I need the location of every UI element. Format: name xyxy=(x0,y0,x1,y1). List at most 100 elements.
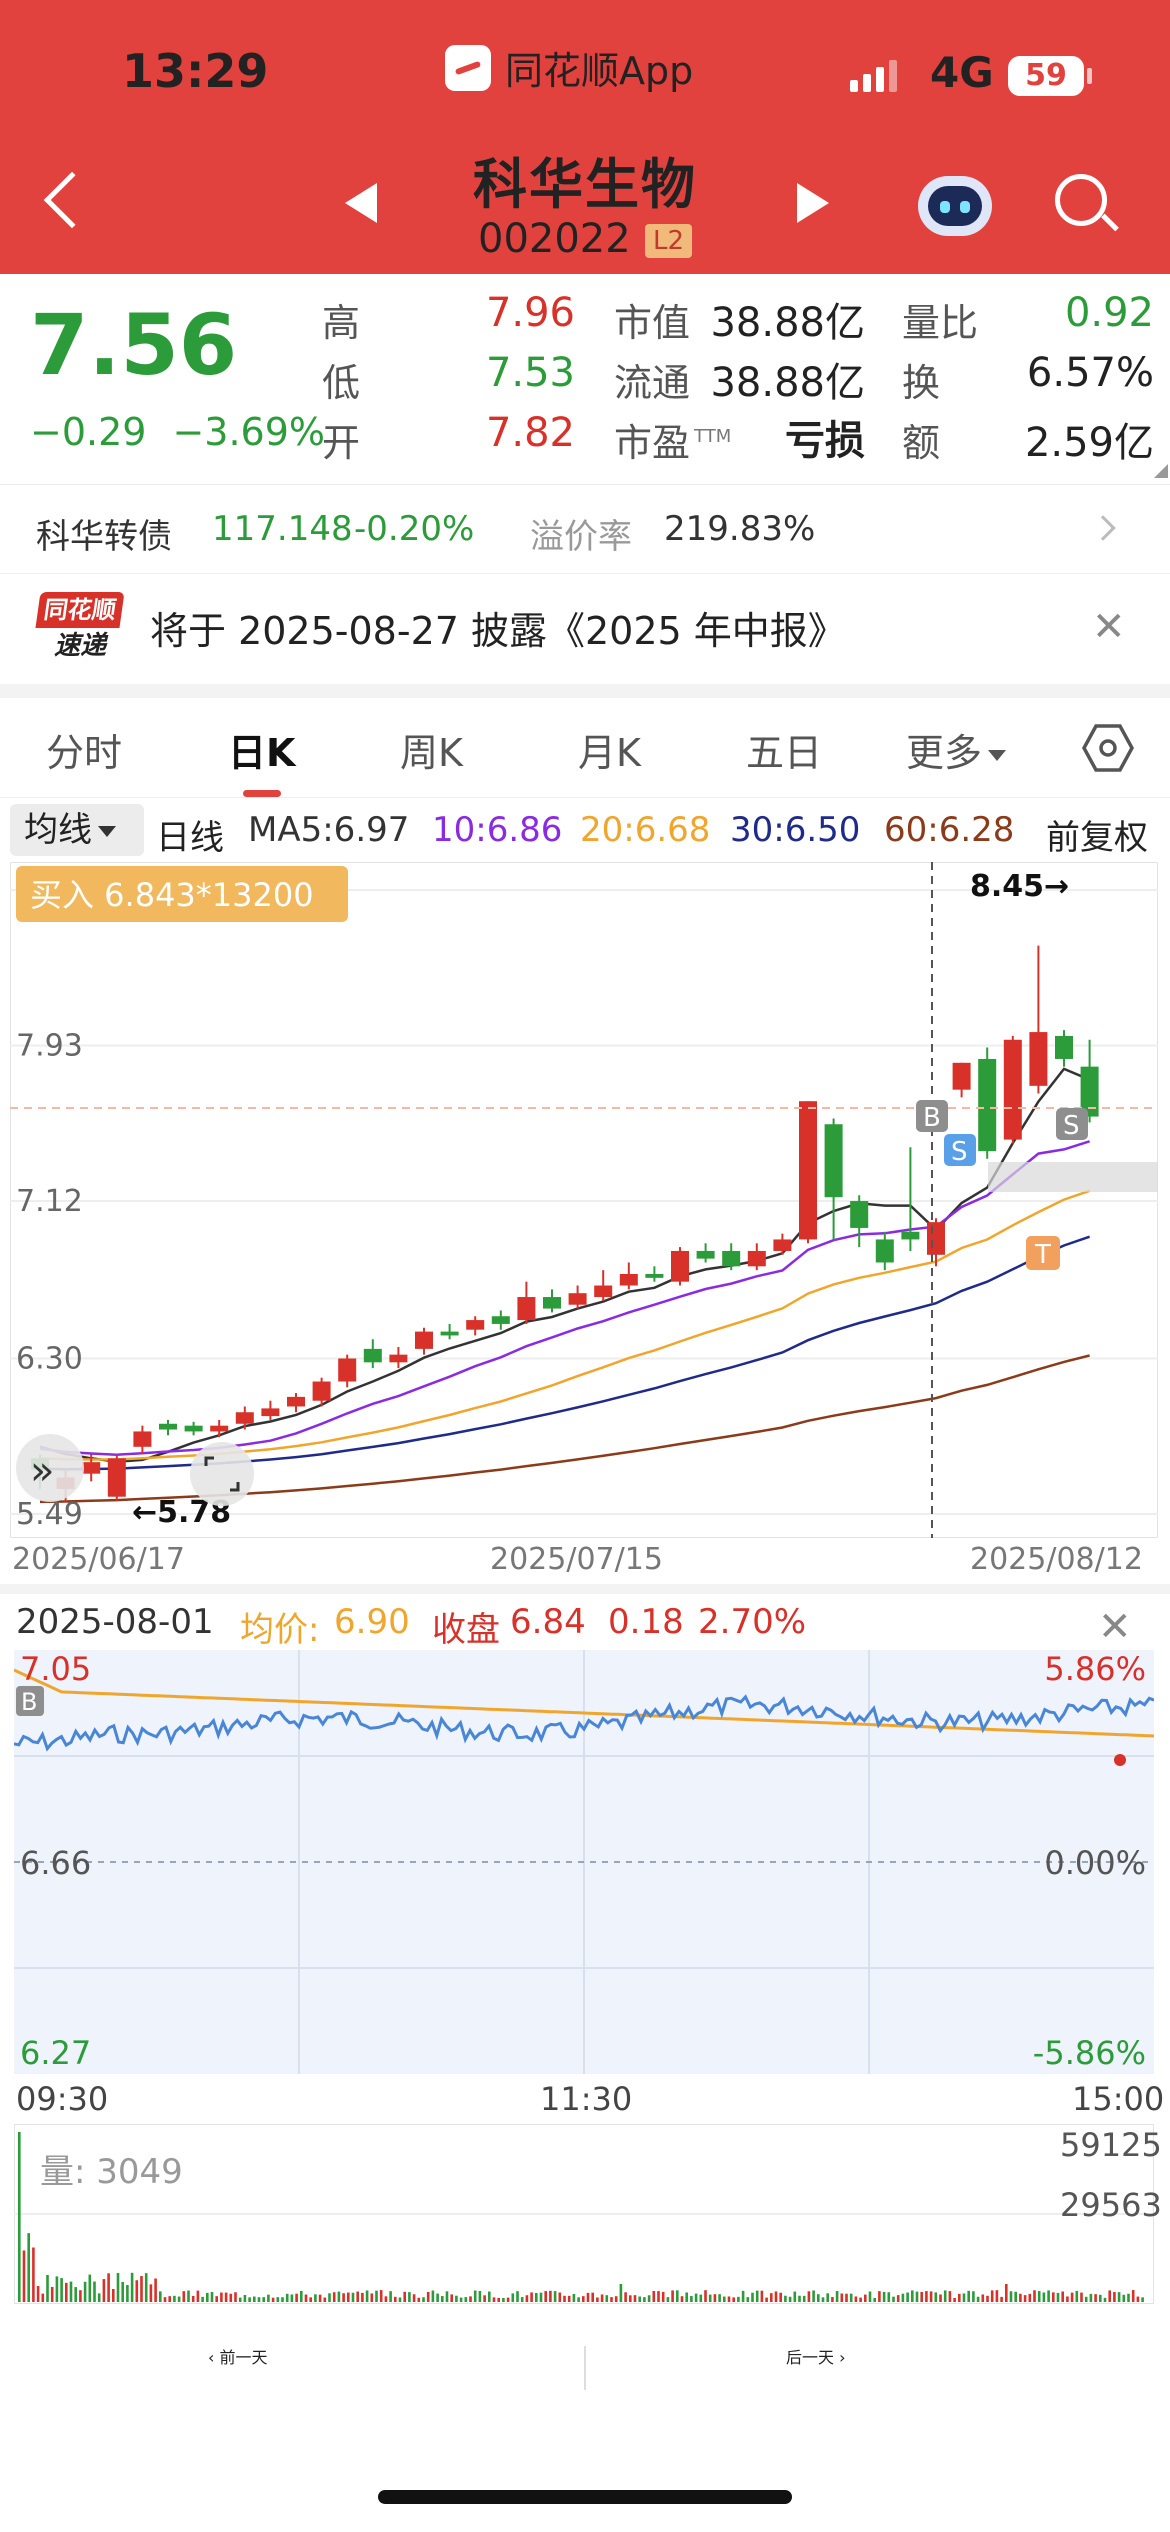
candle[interactable] xyxy=(747,1243,766,1271)
volume-bar xyxy=(1047,2290,1050,2302)
candle-body xyxy=(799,1101,817,1240)
ma5-line xyxy=(39,1067,1091,1463)
marker-t[interactable]: T xyxy=(1026,1236,1060,1270)
candle[interactable] xyxy=(952,1062,971,1098)
ma-selector[interactable]: 均线 xyxy=(10,804,144,856)
volume-bar xyxy=(563,2295,566,2302)
volume-bar xyxy=(812,2290,815,2302)
candle[interactable] xyxy=(312,1377,331,1407)
expand-quote-icon[interactable] xyxy=(1154,464,1168,478)
candle[interactable] xyxy=(1055,1030,1073,1067)
candle[interactable] xyxy=(824,1118,843,1240)
level2-badge[interactable]: L2 xyxy=(645,224,693,258)
candle[interactable] xyxy=(107,1454,126,1501)
trade-tag-bg[interactable] xyxy=(16,866,348,922)
intraday-chart[interactable]: 7.05 6.66 6.27 5.86% 0.00% -5.86% B xyxy=(14,1650,1154,2074)
candle[interactable] xyxy=(594,1270,613,1301)
prev-day-button[interactable]: ‹ 前一天 xyxy=(208,2344,268,2368)
collapse-panel-icon[interactable]: » xyxy=(16,1434,84,1502)
candle[interactable] xyxy=(159,1419,177,1436)
candle-body xyxy=(568,1293,587,1305)
next-day-button[interactable]: 后一天 › xyxy=(786,2344,846,2368)
candle[interactable] xyxy=(568,1285,587,1309)
status-app-indicator[interactable]: 同花顺App xyxy=(445,40,693,95)
candle[interactable] xyxy=(261,1400,280,1420)
candle[interactable] xyxy=(338,1354,357,1388)
candle[interactable] xyxy=(1003,1035,1022,1144)
volume-bar xyxy=(840,2293,844,2302)
candle[interactable] xyxy=(978,1047,997,1159)
marker-s1[interactable]: S xyxy=(944,1134,976,1167)
volume-bar xyxy=(864,2294,867,2302)
tab-daily-k[interactable]: 日K xyxy=(228,731,296,775)
close-icon[interactable]: ✕ xyxy=(1098,1604,1132,1650)
volume-bar xyxy=(238,2297,242,2302)
prev-stock-icon[interactable] xyxy=(345,183,377,223)
candle[interactable] xyxy=(389,1346,408,1369)
volume-bar xyxy=(107,2273,110,2302)
candle[interactable] xyxy=(850,1195,869,1248)
volume-bar xyxy=(741,2290,745,2302)
marker-s2[interactable]: S xyxy=(1056,1108,1088,1141)
candle[interactable] xyxy=(543,1289,561,1313)
candle-body xyxy=(184,1425,203,1432)
fullscreen-icon[interactable] xyxy=(190,1442,254,1506)
news-text[interactable]: 将于 2025-08-27 披露《2025 年中报》 xyxy=(150,609,846,653)
volume-bar xyxy=(168,2296,171,2302)
candle[interactable] xyxy=(415,1327,433,1355)
candle[interactable] xyxy=(875,1231,894,1271)
volume-bar xyxy=(1103,2297,1107,2302)
convertible-bond-row[interactable]: 科华转债 117.148 -0.20% 溢价率 219.83% xyxy=(0,484,1170,574)
assistant-robot-icon[interactable] xyxy=(918,176,992,236)
volume-bar xyxy=(708,2294,712,2302)
candle[interactable] xyxy=(491,1310,510,1330)
candle-body xyxy=(671,1250,689,1282)
adjust-mode[interactable]: 前复权 xyxy=(1046,818,1148,858)
candle[interactable] xyxy=(1029,945,1048,1094)
close-icon[interactable]: ✕ xyxy=(1092,604,1126,650)
volume-bar xyxy=(130,2272,134,2302)
candle[interactable] xyxy=(440,1323,459,1340)
candle[interactable] xyxy=(466,1316,485,1336)
volume-bar xyxy=(600,2294,604,2302)
tab-monthly-k[interactable]: 月K xyxy=(578,731,641,775)
volume-bar xyxy=(55,2276,59,2302)
tab-more[interactable]: 更多 xyxy=(906,722,1007,777)
candle[interactable] xyxy=(235,1406,254,1430)
candle[interactable] xyxy=(722,1243,741,1271)
volume-chart[interactable] xyxy=(14,2124,1154,2304)
candle[interactable] xyxy=(287,1393,305,1413)
candle[interactable] xyxy=(696,1243,715,1263)
ma60-value: 60:6.28 xyxy=(884,810,1015,850)
volume-bar xyxy=(140,2276,143,2302)
candle[interactable] xyxy=(645,1266,664,1282)
marker-b-intraday[interactable]: B xyxy=(16,1686,44,1716)
candle[interactable] xyxy=(799,1101,817,1244)
volume-bar xyxy=(1108,2290,1111,2302)
candle[interactable] xyxy=(82,1454,101,1482)
tab-five-day[interactable]: 五日 xyxy=(746,731,823,775)
candle[interactable] xyxy=(619,1262,638,1290)
candle[interactable] xyxy=(517,1281,536,1324)
volume-ratio-label: 量比 xyxy=(902,301,979,345)
candle[interactable] xyxy=(210,1419,229,1438)
tab-weekly-k[interactable]: 周K xyxy=(400,731,463,775)
candle[interactable] xyxy=(671,1247,689,1286)
candle[interactable] xyxy=(184,1421,203,1436)
candle-body xyxy=(517,1297,536,1321)
x-label-mid: 2025/07/15 xyxy=(490,1542,663,1577)
kline-chart[interactable]: 8.747.937.126.305.49 买入 6.843*13200 8.45… xyxy=(10,862,1158,1538)
candle[interactable] xyxy=(773,1233,792,1255)
settings-hex-icon[interactable] xyxy=(1082,722,1134,774)
next-stock-icon[interactable] xyxy=(797,183,829,223)
candle[interactable] xyxy=(133,1425,152,1455)
candle[interactable] xyxy=(901,1147,920,1251)
volume-bar xyxy=(690,2295,693,2302)
candle[interactable] xyxy=(363,1339,382,1369)
volume-bar xyxy=(694,2293,698,2302)
candle-body xyxy=(159,1423,177,1430)
tab-intraday[interactable]: 分时 xyxy=(46,731,123,775)
volume-bar xyxy=(422,2297,425,2302)
search-icon[interactable] xyxy=(1055,174,1107,226)
marker-b[interactable]: B xyxy=(916,1100,948,1133)
